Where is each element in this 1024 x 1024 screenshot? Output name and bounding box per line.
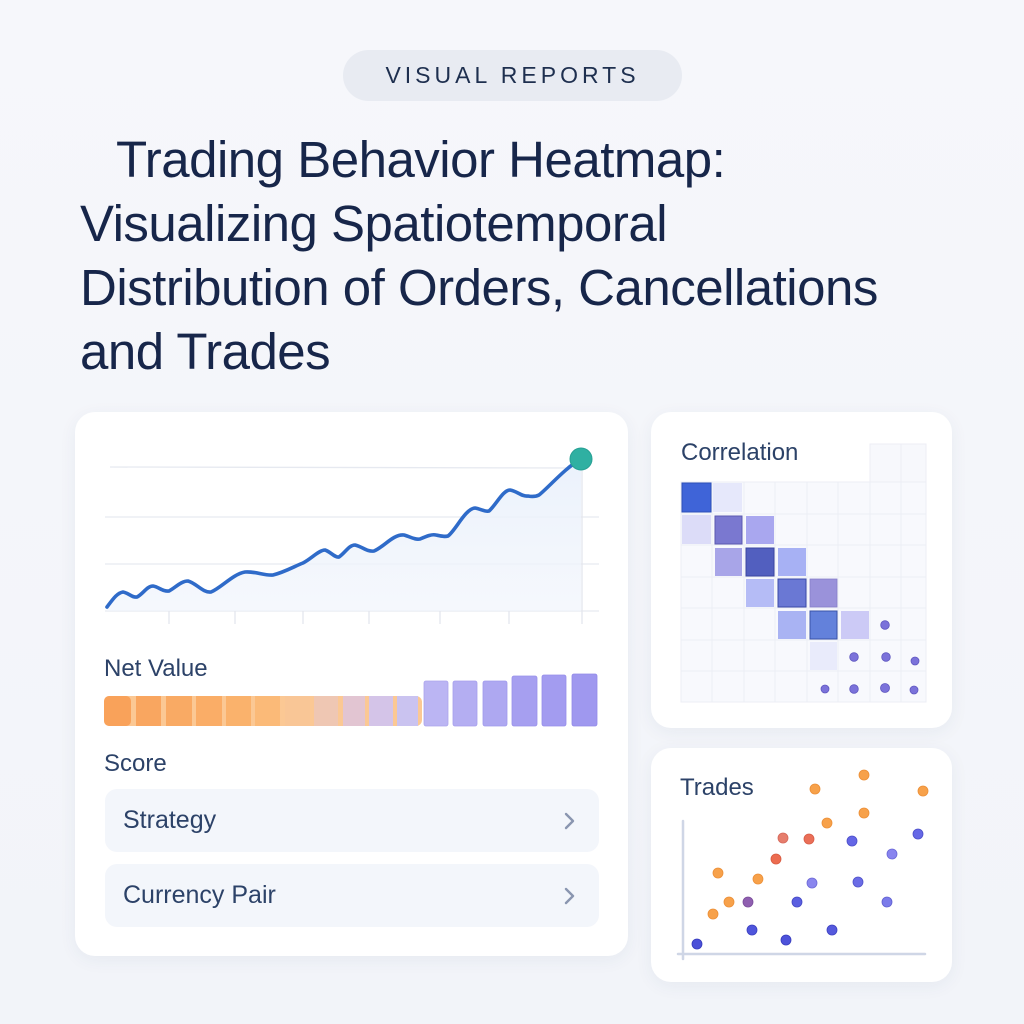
currency-pair-row[interactable]: Currency Pair — [105, 864, 599, 927]
heatmap-dots — [820, 620, 920, 695]
line-area-fill — [107, 459, 581, 611]
strategy-row[interactable]: Strategy — [105, 789, 599, 852]
title-line-4: and Trades — [80, 323, 331, 380]
strategy-label: Strategy — [123, 806, 217, 834]
scatter-blue — [691, 828, 924, 950]
scatter-red — [770, 832, 815, 865]
trades-title: Trades — [680, 774, 754, 801]
heatmap-cells — [681, 482, 869, 670]
line-chart — [104, 447, 599, 727]
scatter-orange — [707, 769, 929, 920]
chevron-right-icon — [564, 887, 575, 904]
title-line-1: Trading Behavior Heatmap: — [116, 131, 726, 188]
currency-pair-label: Currency Pair — [123, 881, 276, 909]
correlation-card: Correlation — [651, 412, 952, 728]
score-label: Score — [104, 750, 167, 777]
line-series — [105, 457, 583, 609]
title-line-2: Visualizing Spatiotemporal — [80, 195, 668, 252]
title-line-3: Distribution of Orders, Cancellations — [80, 259, 878, 316]
correlation-heatmap — [680, 443, 927, 703]
chevron-right-icon — [564, 812, 575, 829]
trades-card: Trades — [651, 748, 952, 982]
metrics-card: Net Value Score Strategy Currency Pair — [75, 412, 628, 956]
scatter-axes — [676, 819, 927, 961]
net-value-label: Net Value — [104, 655, 208, 682]
page-title: Trading Behavior Heatmap: Visualizing Sp… — [80, 128, 1010, 384]
badge-label: VISUAL REPORTS — [385, 62, 640, 88]
correlation-title: Correlation — [681, 439, 799, 466]
trades-scatter — [676, 769, 929, 961]
x-axis-ticks — [168, 464, 583, 624]
line-endpoint-marker — [569, 447, 593, 471]
scatter-purple — [742, 896, 754, 908]
net-value-bar — [104, 673, 598, 727]
section-badge: VISUAL REPORTS — [343, 50, 682, 101]
